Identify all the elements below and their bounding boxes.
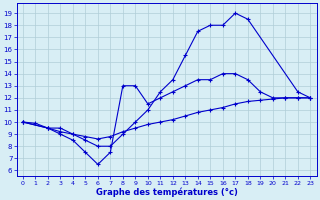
X-axis label: Graphe des températures (°c): Graphe des températures (°c)	[96, 187, 237, 197]
